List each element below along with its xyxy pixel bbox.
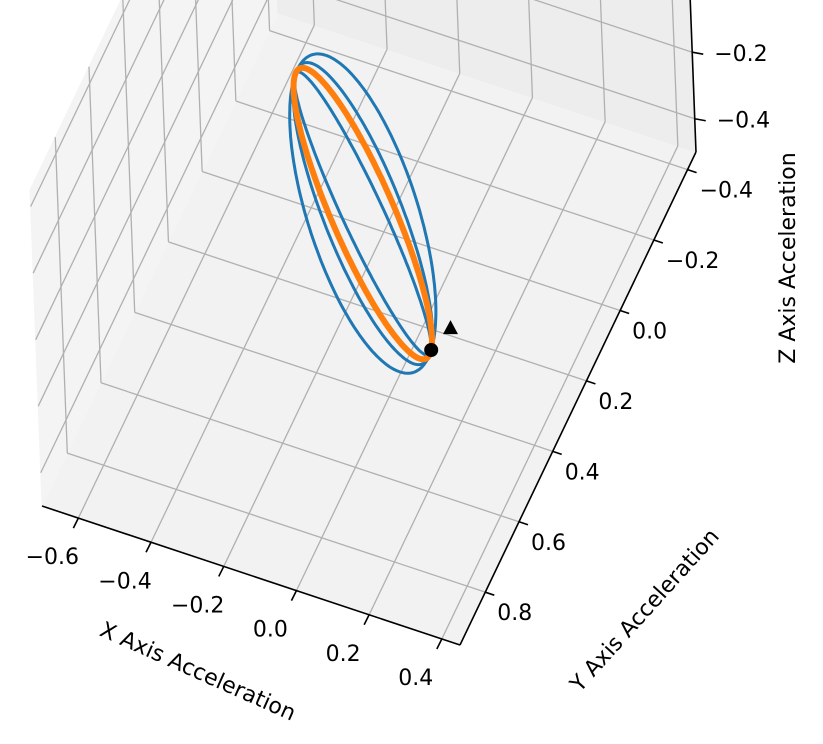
z-tick-label: −0.4 bbox=[717, 109, 770, 134]
tick-labels: −0.6 −0.4 −0.2 0.0 0.2 0.4 −0.4 −0.2 0.0 0.2 0.4 0.… bbox=[26, 0, 771, 691]
grid-line-y-left bbox=[194, 0, 203, 172]
x-tick-label: 0.2 bbox=[326, 642, 361, 667]
grid-line-x-floor bbox=[441, 145, 679, 640]
grid-line-x-floor bbox=[223, 73, 461, 567]
grid-line-x-floor bbox=[150, 48, 388, 543]
x-tick-mark bbox=[145, 541, 152, 553]
z-tick-label: −0.2 bbox=[714, 42, 767, 67]
grid-line-x-back bbox=[671, 0, 679, 146]
x-tick-mark bbox=[72, 517, 80, 529]
axes-panes bbox=[29, 0, 697, 646]
z-axis-line bbox=[689, 0, 697, 153]
grid-line-y-floor bbox=[100, 382, 520, 523]
grid-line-y-floor bbox=[201, 170, 621, 312]
x-tick-mark bbox=[290, 590, 298, 601]
y-tick-label: −0.4 bbox=[700, 179, 753, 204]
back-pane bbox=[277, 0, 697, 153]
z-axis-title: Z Axis Acceleration bbox=[776, 152, 801, 363]
marker-triangle bbox=[443, 320, 458, 335]
grid-line-y-left bbox=[122, 0, 136, 313]
y-tick-label: 0.4 bbox=[565, 460, 600, 485]
grid-line-y-floor bbox=[134, 311, 553, 452]
grid-line-z-back bbox=[335, 0, 695, 120]
x-tick-mark bbox=[436, 638, 443, 650]
grid-line-y-left bbox=[54, 137, 68, 454]
y-tick-mark bbox=[552, 450, 562, 456]
grid-line-z-left bbox=[30, 0, 131, 207]
y-tick-mark bbox=[586, 380, 596, 385]
grid-line-y-floor bbox=[67, 452, 486, 593]
series-1-orbit-0 bbox=[290, 64, 435, 363]
grid-line-x-floor bbox=[77, 24, 315, 519]
grid-line-z-left bbox=[35, 0, 200, 340]
y-tick-label: 0.8 bbox=[497, 601, 532, 626]
x-tick-label: −0.2 bbox=[171, 593, 224, 618]
x-tick-label: 0.4 bbox=[398, 666, 433, 691]
grid-line-y-floor bbox=[269, 29, 688, 171]
grid-line-z-left bbox=[37, 0, 234, 407]
grid-line-z-back bbox=[533, 0, 693, 53]
grid-line-z-left bbox=[40, 0, 268, 474]
x-tick-label: 0.0 bbox=[253, 618, 288, 643]
axis-lines bbox=[41, 0, 697, 646]
x-tick-label: −0.6 bbox=[26, 545, 79, 570]
grid-line-z-left bbox=[32, 0, 165, 274]
grid-line-y-left bbox=[158, 0, 170, 242]
z-tick-label: 0.0 bbox=[712, 0, 747, 1]
marker-circle bbox=[424, 343, 439, 357]
x-tick-mark bbox=[218, 566, 225, 577]
y-tick-mark bbox=[687, 168, 697, 174]
y-tick-mark bbox=[619, 309, 630, 315]
grid-line-x-back bbox=[599, 0, 606, 122]
y-tick-label: 0.2 bbox=[598, 390, 633, 415]
grid-line-y-left bbox=[88, 66, 102, 383]
y-tick-label: 0.6 bbox=[531, 531, 566, 556]
markers-group bbox=[424, 320, 458, 357]
z-tick-mark bbox=[694, 117, 706, 122]
z-tick-mark bbox=[692, 51, 704, 55]
y-axis-line bbox=[459, 151, 697, 646]
y-tick-label: −0.2 bbox=[666, 249, 719, 274]
x-axis-line bbox=[41, 505, 461, 646]
y-tick-mark bbox=[653, 239, 664, 244]
y-tick-mark bbox=[518, 520, 529, 526]
x-tick-label: −0.4 bbox=[98, 569, 151, 594]
series-group bbox=[288, 52, 438, 375]
tick-marks bbox=[72, 51, 706, 650]
grid-line-x-floor bbox=[368, 121, 606, 616]
grid-line-x-back bbox=[456, 0, 461, 74]
y-tick-mark bbox=[485, 591, 495, 596]
x-tick-mark bbox=[363, 614, 370, 626]
y-axis-title: Y Axis Acceleration bbox=[565, 524, 725, 697]
left-pane bbox=[29, 0, 279, 507]
grid-line-x-back bbox=[528, 0, 534, 98]
grid-line-y-left bbox=[231, 0, 237, 102]
y-tick-label: 0.0 bbox=[632, 320, 667, 345]
